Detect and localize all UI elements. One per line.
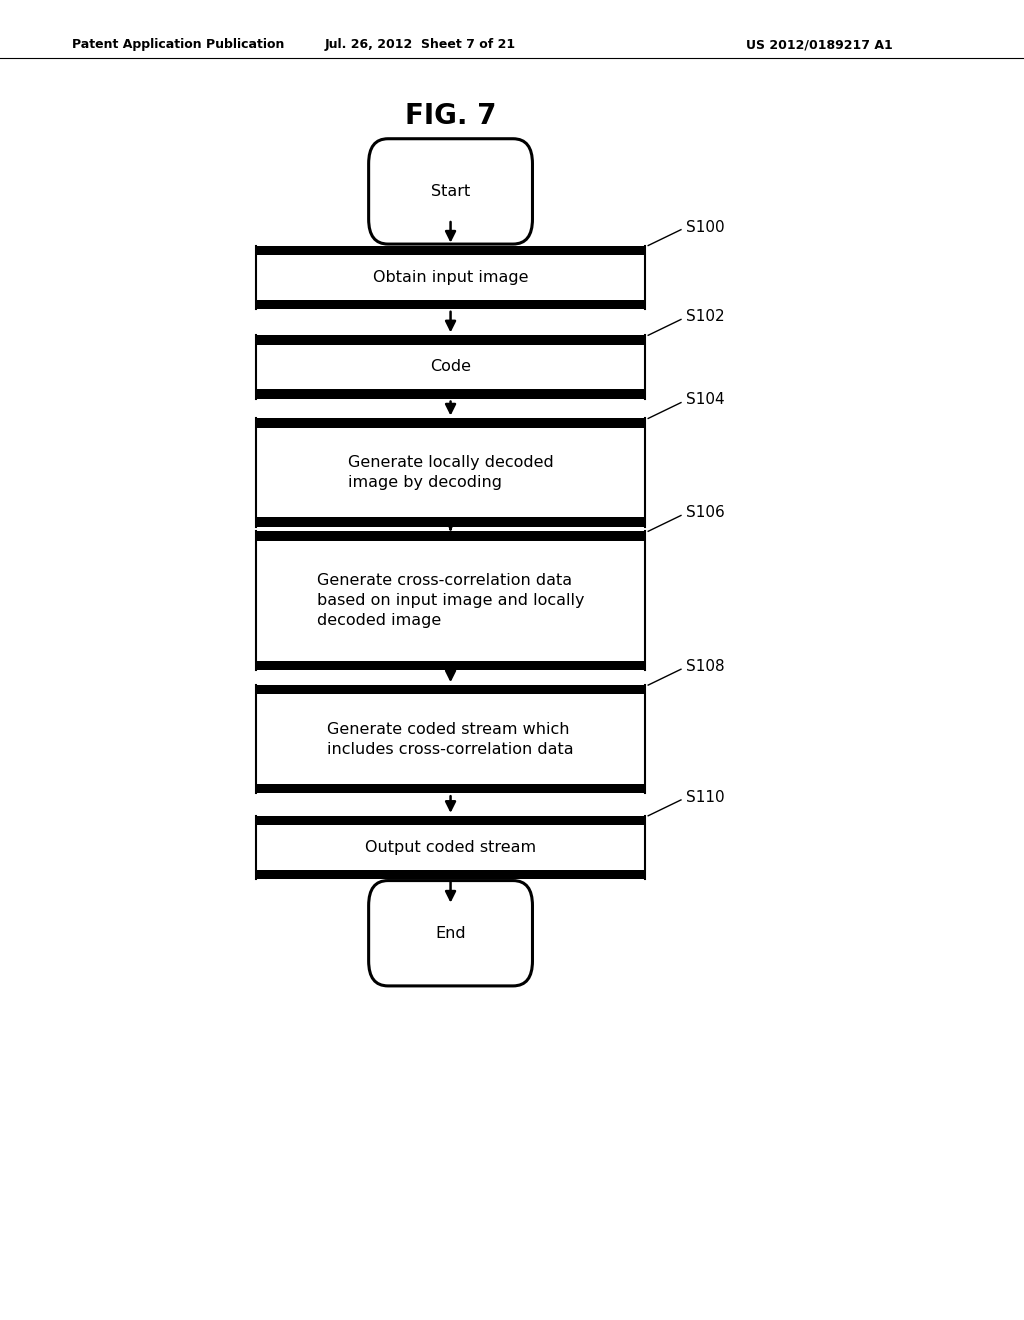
Text: FIG. 7: FIG. 7	[404, 102, 497, 131]
Bar	[256, 517, 645, 527]
Text: S108: S108	[686, 659, 725, 675]
Bar	[256, 784, 645, 793]
Text: S106: S106	[686, 506, 725, 520]
Text: Patent Application Publication: Patent Application Publication	[72, 38, 284, 51]
Bar	[256, 660, 645, 671]
FancyBboxPatch shape	[369, 880, 532, 986]
Text: Generate coded stream which
includes cross-correlation data: Generate coded stream which includes cro…	[328, 722, 573, 756]
Bar	[256, 816, 645, 879]
Text: S100: S100	[686, 219, 725, 235]
Bar	[256, 531, 645, 541]
Bar	[256, 870, 645, 879]
Bar	[256, 685, 645, 694]
Text: S102: S102	[686, 309, 725, 325]
Text: Generate cross-correlation data
based on input image and locally
decoded image: Generate cross-correlation data based on…	[316, 573, 585, 628]
Bar	[256, 418, 645, 428]
Bar	[256, 389, 645, 399]
Text: S110: S110	[686, 789, 725, 805]
Text: End: End	[435, 925, 466, 941]
Text: Jul. 26, 2012  Sheet 7 of 21: Jul. 26, 2012 Sheet 7 of 21	[325, 38, 515, 51]
Bar	[256, 335, 645, 345]
Text: Start: Start	[431, 183, 470, 199]
Text: Code: Code	[430, 359, 471, 375]
Bar	[256, 246, 645, 309]
Bar	[256, 418, 645, 527]
Text: Output coded stream: Output coded stream	[365, 840, 537, 855]
Bar	[256, 300, 645, 309]
Bar	[256, 685, 645, 793]
Text: S104: S104	[686, 392, 725, 408]
Bar	[256, 816, 645, 825]
Bar	[256, 246, 645, 255]
Text: Generate locally decoded
image by decoding: Generate locally decoded image by decodi…	[348, 455, 553, 490]
Text: Obtain input image: Obtain input image	[373, 269, 528, 285]
Bar	[256, 531, 645, 671]
Bar	[256, 335, 645, 399]
Text: US 2012/0189217 A1: US 2012/0189217 A1	[745, 38, 893, 51]
FancyBboxPatch shape	[369, 139, 532, 244]
